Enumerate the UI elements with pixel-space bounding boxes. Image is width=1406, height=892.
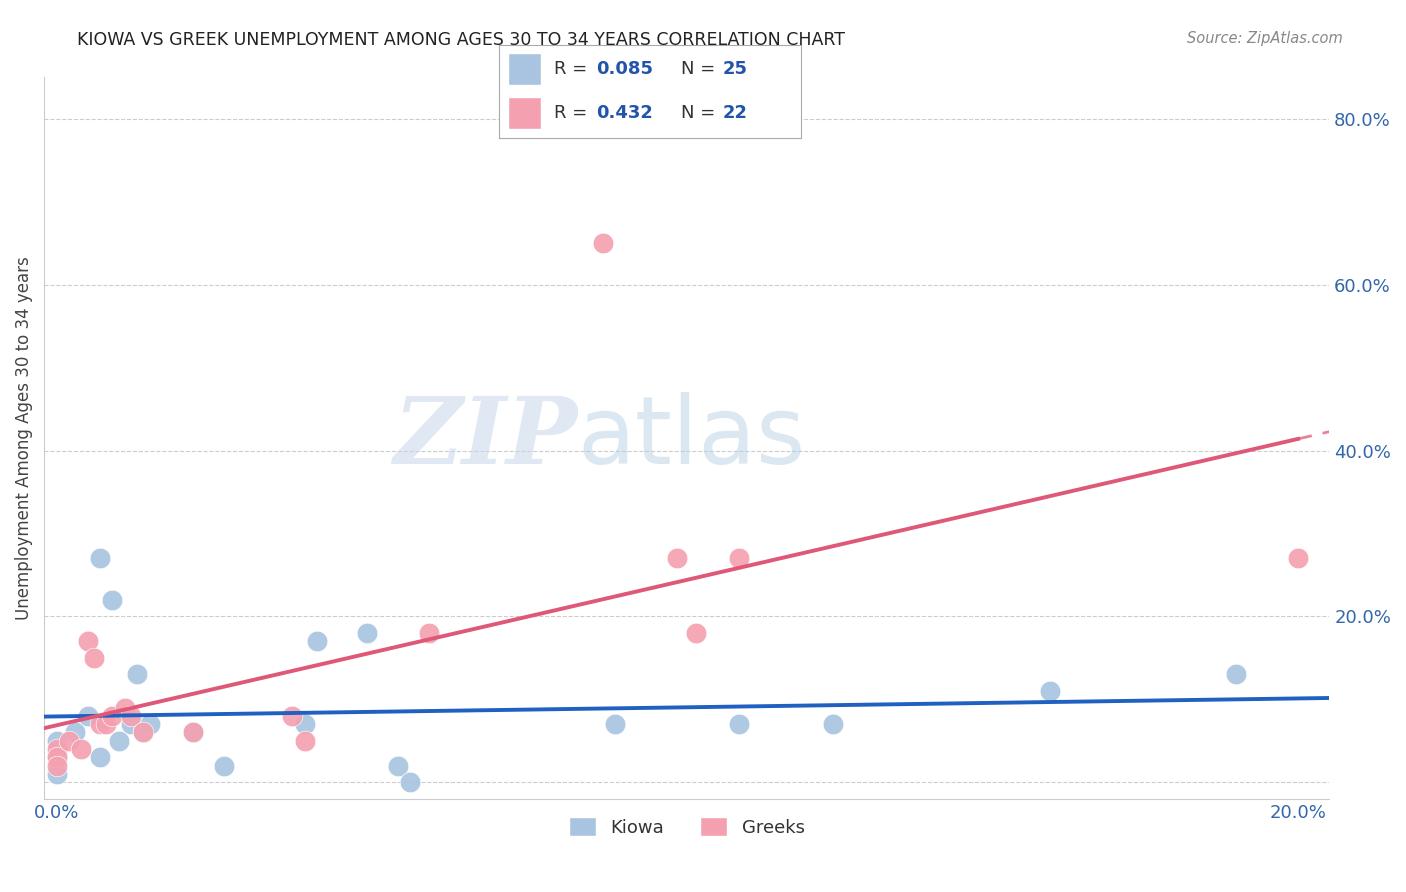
Point [127, 667, 149, 681]
Text: 25: 25 [723, 60, 748, 78]
Point [1225, 667, 1247, 681]
Point [45, 758, 67, 772]
Text: 22: 22 [723, 104, 748, 122]
Point [114, 700, 136, 714]
Point [76, 709, 98, 723]
Legend: Kiowa, Greeks: Kiowa, Greeks [561, 810, 811, 844]
Point [70, 742, 93, 756]
Point [138, 717, 160, 731]
Point [89, 551, 111, 566]
Point [83, 651, 105, 665]
Point [387, 758, 409, 772]
Text: KIOWA VS GREEK UNEMPLOYMENT AMONG AGES 30 TO 34 YEARS CORRELATION CHART: KIOWA VS GREEK UNEMPLOYMENT AMONG AGES 3… [77, 31, 845, 49]
Point [45, 750, 67, 764]
Point [418, 626, 440, 640]
Point [45, 750, 67, 764]
Point [89, 717, 111, 731]
Point [685, 626, 707, 640]
Point [107, 733, 129, 747]
Text: 0.085: 0.085 [596, 60, 652, 78]
Point [96, 717, 118, 731]
Point [294, 733, 316, 747]
Point [45, 742, 67, 756]
Point [212, 758, 235, 772]
Point [120, 709, 142, 723]
Point [101, 709, 124, 723]
Point [307, 634, 329, 648]
Text: atlas: atlas [578, 392, 806, 484]
Text: R =: R = [554, 60, 592, 78]
Point [101, 592, 124, 607]
Point [1286, 551, 1309, 566]
Point [605, 717, 627, 731]
Point [356, 626, 378, 640]
Text: N =: N = [681, 104, 720, 122]
Point [399, 775, 422, 789]
FancyBboxPatch shape [508, 97, 541, 129]
Point [45, 733, 67, 747]
Text: ZIP: ZIP [394, 393, 578, 483]
Point [592, 236, 614, 251]
Point [1039, 684, 1062, 698]
FancyBboxPatch shape [508, 53, 541, 85]
Point [120, 717, 142, 731]
Point [89, 750, 111, 764]
Point [666, 551, 689, 566]
Point [132, 725, 155, 739]
Point [132, 725, 155, 739]
Point [63, 725, 86, 739]
Point [76, 634, 98, 648]
Point [821, 717, 844, 731]
Y-axis label: Unemployment Among Ages 30 to 34 years: Unemployment Among Ages 30 to 34 years [15, 256, 32, 620]
Text: N =: N = [681, 60, 720, 78]
Text: 0.432: 0.432 [596, 104, 652, 122]
Point [728, 717, 751, 731]
Text: Source: ZipAtlas.com: Source: ZipAtlas.com [1187, 31, 1343, 46]
Point [58, 733, 80, 747]
Point [294, 717, 316, 731]
Point [728, 551, 751, 566]
Point [45, 767, 67, 781]
Point [181, 725, 204, 739]
Text: R =: R = [554, 104, 592, 122]
Point [281, 709, 304, 723]
Point [181, 725, 204, 739]
